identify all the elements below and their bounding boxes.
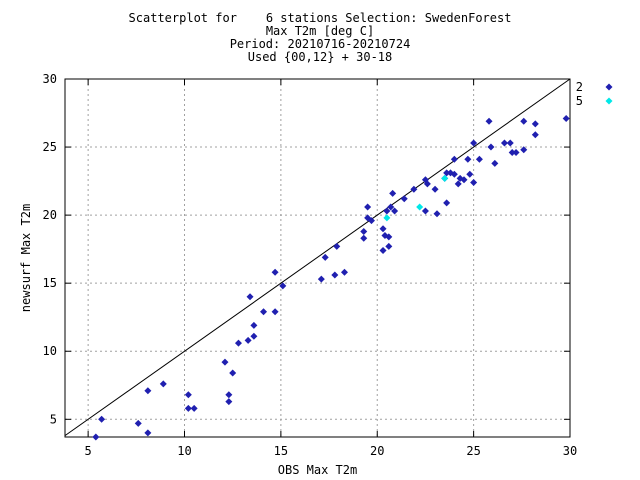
data-point — [421, 207, 429, 215]
data-point — [441, 174, 449, 182]
x-tick-label: 15 — [274, 444, 288, 458]
data-point — [144, 387, 152, 395]
data-point — [460, 176, 468, 184]
data-point — [506, 139, 514, 147]
legend-marker — [605, 97, 613, 105]
data-point — [225, 391, 233, 399]
data-point — [454, 180, 462, 188]
data-point — [250, 332, 258, 340]
data-point — [500, 139, 508, 147]
data-point — [92, 433, 100, 441]
data-point — [250, 321, 258, 329]
data-point — [389, 189, 397, 197]
data-point — [450, 170, 458, 178]
data-point — [470, 139, 478, 147]
data-point — [520, 146, 528, 154]
data-point — [340, 268, 348, 276]
data-point — [562, 114, 570, 122]
data-point — [184, 404, 192, 412]
x-tick-label: 10 — [177, 444, 191, 458]
data-point — [317, 275, 325, 283]
data-point — [485, 117, 493, 125]
chart-subtitle-period: Period: 20210716-20210724 — [229, 37, 411, 51]
data-point — [464, 155, 472, 163]
data-point — [466, 170, 474, 178]
data-point — [144, 429, 152, 437]
x-tick-label: 20 — [370, 444, 384, 458]
data-point — [487, 143, 495, 151]
data-point — [450, 155, 458, 163]
data-point — [400, 195, 408, 203]
data-point — [333, 242, 341, 250]
data-point — [184, 391, 192, 399]
data-point — [475, 155, 483, 163]
data-point — [159, 380, 167, 388]
x-tick-label: 25 — [466, 444, 480, 458]
data-point — [531, 131, 539, 139]
data-point — [383, 214, 391, 222]
chart-subtitle-used: Used {00,12} + 30-18 — [247, 50, 393, 64]
data-point — [221, 358, 229, 366]
data-point — [244, 336, 252, 344]
y-tick-label: 25 — [43, 140, 57, 154]
chart-subtitle-variable: Max T2m [deg C] — [265, 24, 375, 38]
data-point — [491, 159, 499, 167]
data-point — [134, 419, 142, 427]
data-point — [512, 149, 520, 157]
y-axis-label: newsurf Max T2m — [19, 204, 33, 312]
y-tick-label: 30 — [43, 72, 57, 86]
y-tick-label: 15 — [43, 276, 57, 290]
data-point — [360, 234, 368, 242]
data-point — [431, 185, 439, 193]
data-point — [385, 242, 393, 250]
data-point — [443, 199, 451, 207]
chart-title: Scatterplot for 6 stations Selection: Sw… — [128, 11, 512, 25]
data-point — [271, 308, 279, 316]
data-point — [279, 282, 287, 290]
legend-label: 5 — [576, 94, 583, 108]
x-tick-label: 5 — [85, 444, 92, 458]
y-tick-label: 10 — [43, 344, 57, 358]
data-point — [360, 227, 368, 235]
data-point — [271, 268, 279, 276]
data-point — [379, 225, 387, 233]
data-point — [190, 404, 198, 412]
data-point — [508, 149, 516, 157]
data-point — [416, 203, 424, 211]
data-point — [321, 253, 329, 261]
data-point — [443, 169, 451, 177]
x-tick-label: 30 — [563, 444, 577, 458]
data-point — [331, 271, 339, 279]
data-point — [364, 203, 372, 211]
data-point — [379, 247, 387, 255]
data-point — [225, 398, 233, 406]
data-point — [246, 293, 254, 301]
data-point — [229, 369, 237, 377]
data-point — [410, 185, 418, 193]
data-point — [260, 308, 268, 316]
legend-label: 2 — [576, 80, 583, 94]
plot-frame — [64, 78, 571, 438]
data-point — [531, 120, 539, 128]
data-point — [98, 415, 106, 423]
data-point — [385, 233, 393, 241]
data-point — [391, 207, 399, 215]
one-to-one-line — [64, 78, 571, 437]
legend-marker — [605, 83, 613, 91]
data-point — [423, 180, 431, 188]
x-axis-label: OBS Max T2m — [278, 463, 357, 477]
y-tick-label: 5 — [50, 412, 57, 426]
data-point — [470, 178, 478, 186]
data-point — [387, 203, 395, 211]
data-point — [383, 207, 391, 215]
data-point — [433, 210, 441, 218]
y-tick-label: 20 — [43, 208, 57, 222]
data-point — [234, 339, 242, 347]
data-point — [520, 117, 528, 125]
data-point — [367, 217, 375, 225]
